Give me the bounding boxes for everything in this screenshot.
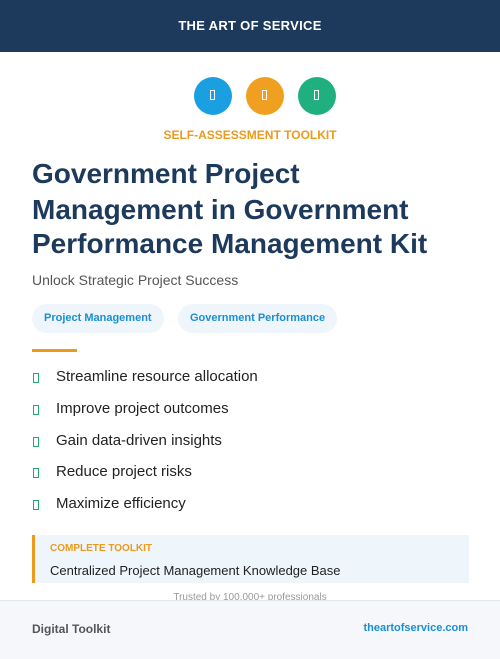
tag: Government Performance [178, 304, 338, 333]
feature-item: Reduce project risks [56, 463, 192, 481]
trust-note: Trusted by 100,000+ professionals [173, 592, 327, 603]
check-icon [33, 500, 39, 511]
accent-rule [32, 349, 77, 352]
icon-circle [194, 77, 232, 115]
feature-item: Gain data-driven insights [56, 431, 222, 449]
title-line: Performance Management Kit [32, 228, 428, 259]
check-icon [33, 468, 39, 479]
check-icon [33, 404, 39, 415]
header-brand: THE ART OF SERVICE [0, 0, 500, 52]
feature-item: Maximize efficiency [56, 495, 186, 513]
check-icon [33, 373, 39, 383]
callout-label: COMPLETE TOOLKIT [50, 543, 153, 554]
title-line: Government Project [32, 158, 300, 189]
icon-circle [298, 77, 336, 115]
callout-box [32, 535, 469, 583]
title-line: Management in Government [32, 194, 409, 225]
footer-left: Digital Toolkit [32, 622, 111, 636]
feature-item: Streamline resource allocation [56, 368, 258, 385]
callout-text: Centralized Project Management Knowledge… [50, 563, 341, 578]
check-icon [33, 436, 39, 447]
kit-label: SELF-ASSESSMENT TOOLKIT [163, 128, 337, 142]
icon-circle [246, 77, 284, 115]
feature-item: Improve project outcomes [56, 399, 229, 417]
tag: Project Management [32, 304, 164, 333]
subtitle: Unlock Strategic Project Success [32, 272, 239, 288]
footer [0, 600, 500, 659]
footer-link[interactable]: theartofservice.com [363, 622, 468, 634]
